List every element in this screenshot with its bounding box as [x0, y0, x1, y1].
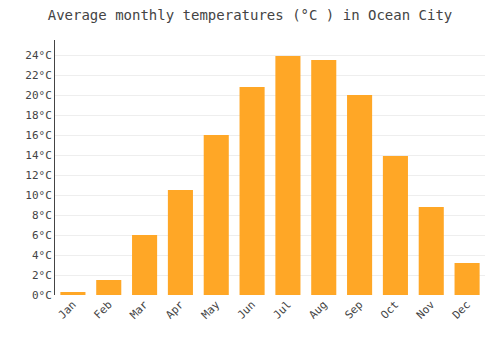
- svg-text:10°C: 10°C: [25, 189, 52, 202]
- svg-text:24°C: 24°C: [25, 49, 52, 62]
- svg-text:0°C: 0°C: [32, 289, 52, 302]
- svg-text:16°C: 16°C: [25, 129, 52, 142]
- svg-text:Feb: Feb: [92, 298, 115, 321]
- svg-text:Jul: Jul: [271, 298, 294, 321]
- svg-text:Aug: Aug: [307, 298, 330, 321]
- svg-text:Jun: Jun: [235, 298, 258, 321]
- svg-text:20°C: 20°C: [25, 89, 52, 102]
- svg-text:Mar: Mar: [127, 298, 151, 322]
- svg-text:18°C: 18°C: [25, 109, 52, 122]
- svg-text:22°C: 22°C: [25, 69, 52, 82]
- svg-text:Jan: Jan: [56, 298, 79, 321]
- svg-text:Average monthly temperatures (: Average monthly temperatures (°C ) in Oc…: [48, 7, 453, 23]
- svg-text:2°C: 2°C: [32, 269, 52, 282]
- svg-text:May: May: [199, 298, 223, 322]
- svg-text:14°C: 14°C: [25, 149, 52, 162]
- svg-text:6°C: 6°C: [32, 229, 52, 242]
- svg-text:8°C: 8°C: [32, 209, 52, 222]
- svg-text:Oct: Oct: [378, 298, 401, 321]
- svg-text:Dec: Dec: [450, 298, 473, 321]
- svg-text:Apr: Apr: [163, 298, 187, 322]
- svg-text:12°C: 12°C: [25, 169, 52, 182]
- svg-text:Nov: Nov: [414, 298, 438, 322]
- svg-text:4°C: 4°C: [32, 249, 52, 262]
- svg-text:Sep: Sep: [342, 298, 365, 321]
